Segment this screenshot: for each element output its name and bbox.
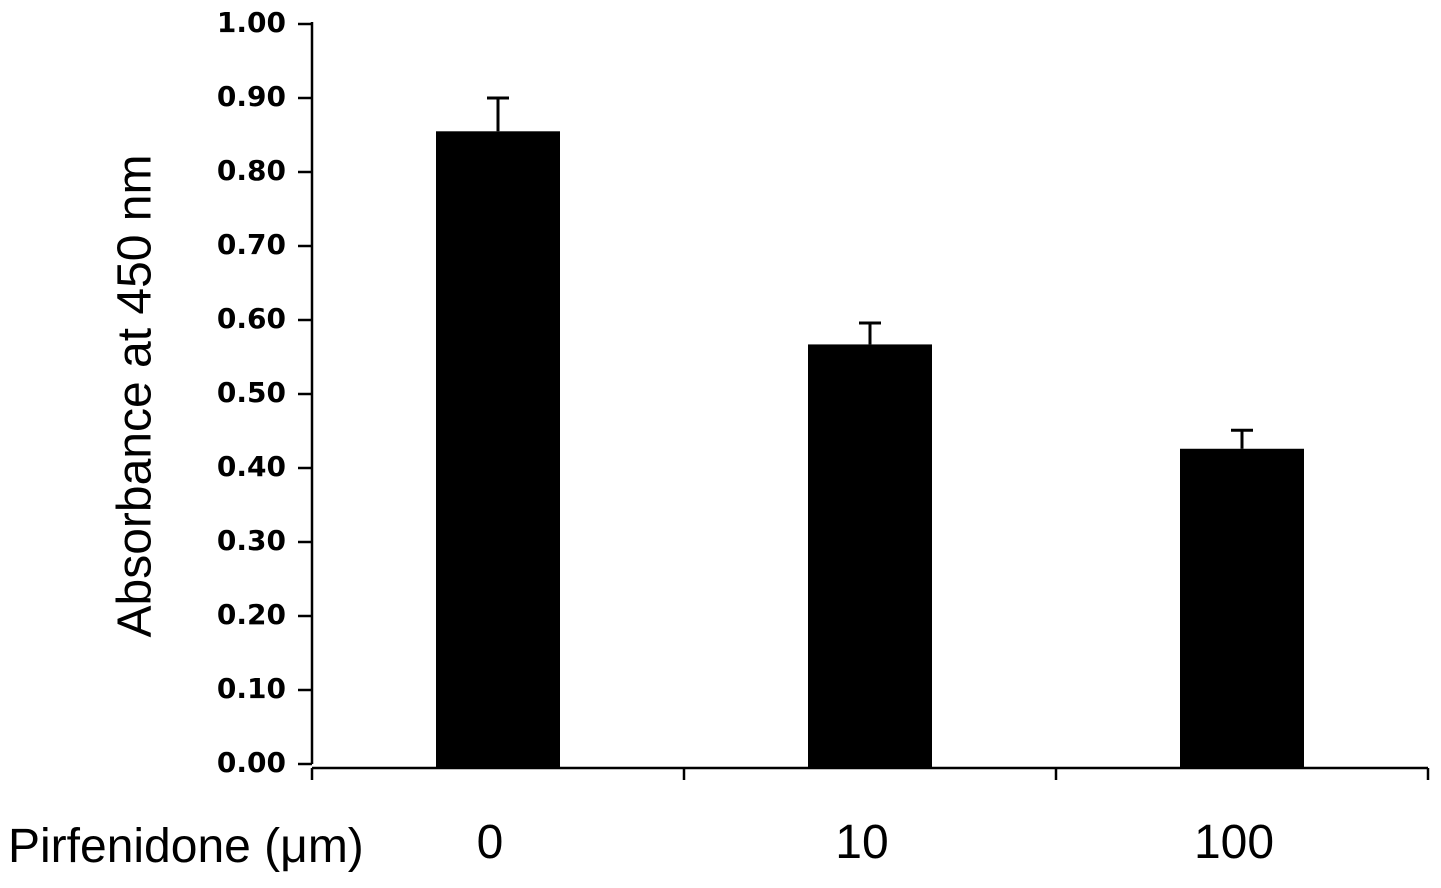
y-tick-label: 0.80 — [217, 154, 286, 187]
y-tick-label: 0.60 — [217, 302, 286, 335]
error-bars — [487, 96, 1253, 449]
bar — [808, 344, 932, 768]
bars — [436, 131, 1304, 769]
bar — [436, 131, 560, 769]
y-axis: 0.00 0.10 0.20 0.30 0.40 0.50 0.60 0.70 0.80 0.90… — [217, 6, 314, 779]
x-tick-label: 100 — [1194, 816, 1274, 869]
y-tick-label: 0.00 — [217, 746, 286, 779]
x-tick-label: 0 — [477, 816, 504, 869]
x-axis-title: Pirfenidone (μm) — [8, 820, 364, 873]
x-axis: 0 10 100 — [310, 766, 1430, 869]
bar — [1180, 448, 1304, 768]
y-tick-label: 0.40 — [217, 450, 286, 483]
y-tick-label: 0.90 — [217, 80, 286, 113]
y-tick-label: 0.70 — [217, 228, 286, 261]
x-tick-label: 10 — [835, 816, 888, 869]
y-tick-label: 0.30 — [217, 524, 286, 557]
y-axis-title: Absorbance at 450 nm — [109, 155, 162, 638]
y-tick-label: 0.20 — [217, 598, 286, 631]
y-tick-label: 1.00 — [217, 6, 286, 39]
y-tick-label: 0.50 — [217, 376, 286, 409]
y-tick-label: 0.10 — [217, 672, 286, 705]
